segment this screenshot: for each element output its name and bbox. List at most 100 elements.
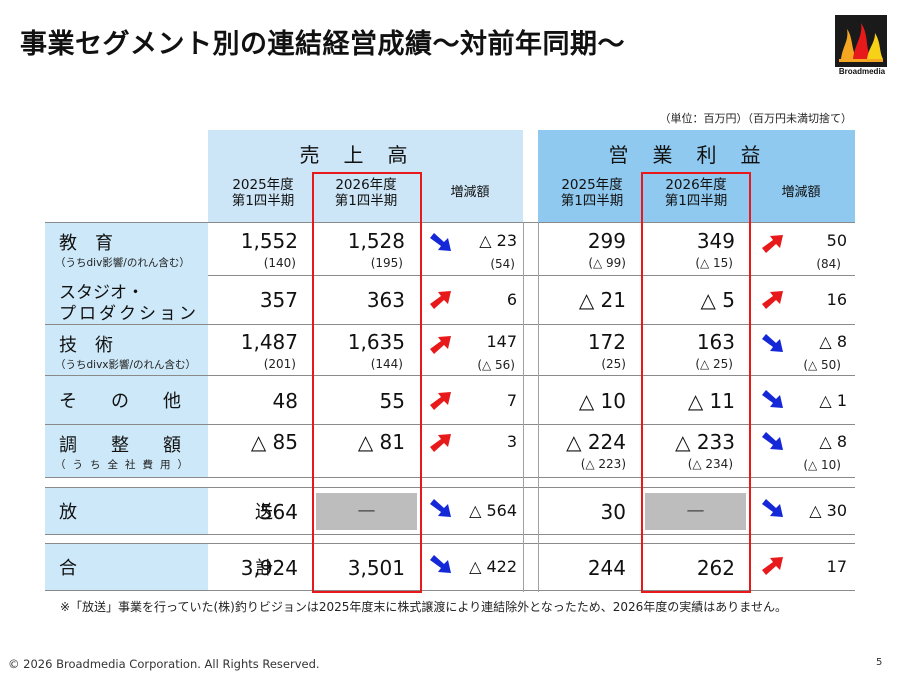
- up-arrow-icon: [762, 291, 783, 309]
- sales-diff-value: △ 422: [469, 557, 517, 576]
- row-label: その他: [45, 376, 208, 424]
- op-diff-value: 50: [826, 231, 847, 250]
- col-quarter: 第1四半期: [231, 193, 295, 209]
- op-curr-value: —: [686, 500, 705, 521]
- sales-curr-sub: (195): [370, 256, 403, 270]
- sales-prev-value: 3,924: [240, 556, 298, 580]
- sales-prev-value: 564: [259, 500, 298, 524]
- row-label: スタジオ・: [59, 283, 144, 303]
- op-curr-sub: (△ 15): [695, 256, 733, 270]
- op-curr-value: △ 11: [687, 389, 735, 413]
- op-header-title: 営業利益: [608, 143, 785, 167]
- sales-prev-value: △ 85: [250, 430, 298, 454]
- row-label-cell: 合 計: [45, 544, 273, 590]
- op-diff-col-head: 増減額: [781, 185, 821, 200]
- col-year: 2026年度: [335, 177, 397, 193]
- sales-prev-col-head: 2025年度 第1四半期: [213, 177, 313, 209]
- op-curr-sub: (△ 25): [695, 357, 733, 371]
- row-label-cell: 技 術 （うちdivx影響/のれん含む）: [45, 325, 208, 375]
- copyright: © 2026 Broadmedia Corporation. All Right…: [8, 657, 320, 671]
- op-diff-sub: (△ 50): [803, 358, 841, 372]
- op-prev-sub: (△ 223): [580, 457, 626, 471]
- op-curr-value: △ 233: [675, 430, 735, 454]
- op-curr-value: 262: [696, 556, 735, 580]
- empty-cell: [316, 493, 417, 530]
- sales-curr-value: 55: [379, 389, 405, 413]
- sales-curr-col-head: 2026年度 第1四半期: [316, 177, 416, 209]
- op-diff-sub: (84): [816, 257, 841, 271]
- sales-curr-value: 1,528: [347, 229, 405, 253]
- sales-prev-value: 357: [259, 288, 298, 312]
- down-arrow-icon: [430, 555, 451, 573]
- row-label-cell: その他: [45, 376, 208, 424]
- op-diff-value: △ 30: [809, 501, 847, 520]
- sales-diff-value: △ 23: [479, 231, 517, 250]
- op-header: 営業利益 2025年度 第1四半期 2026年度 第1四半期 増減額: [538, 130, 855, 222]
- op-prev-value: 244: [587, 556, 626, 580]
- sales-header: 売上高 2025年度 第1四半期 2026年度 第1四半期 増減額: [208, 130, 523, 222]
- sales-curr-value: 363: [366, 288, 405, 312]
- op-diff-value: 17: [826, 557, 847, 576]
- op-diff-value: 16: [826, 290, 847, 309]
- table-row-technology: 技 術 （うちdivx影響/のれん含む） 1,487 (201) 1,635 (…: [45, 325, 855, 376]
- row-label-line2: プロダクション: [59, 304, 199, 324]
- sales-prev-value: 48: [272, 389, 298, 413]
- row-label: 調整額: [59, 435, 215, 456]
- col-quarter: 第1四半期: [560, 193, 624, 209]
- up-arrow-icon: [430, 336, 451, 354]
- up-arrow-icon: [430, 434, 451, 452]
- footnote: ※「放送」事業を行っていた(株)釣りビジョンは2025年度末に株式譲渡により連結…: [60, 600, 787, 614]
- broadmedia-logo-icon: [835, 15, 887, 67]
- col-year: 2025年度: [232, 177, 294, 193]
- row-label-cell: 調整額 （うち全社費用）: [45, 425, 208, 477]
- row-label-cell: 放 送: [45, 488, 273, 534]
- table-row-other: その他 48 55 7 △ 10 △ 11 △ 1: [45, 376, 855, 425]
- row-label-text: その他: [59, 391, 215, 412]
- down-arrow-icon: [762, 499, 783, 517]
- up-arrow-icon: [762, 557, 783, 575]
- down-arrow-icon: [762, 432, 783, 450]
- up-arrow-icon: [430, 291, 451, 309]
- sales-curr-value: 1,635: [347, 330, 405, 354]
- op-prev-sub: (25): [601, 357, 626, 371]
- op-prev-value: 172: [587, 330, 626, 354]
- row-label: 教 育: [59, 233, 113, 254]
- sales-curr-value: 3,501: [347, 556, 405, 580]
- table-row-total: 合 計 3,924 3,501 △ 422 244 262 17: [45, 543, 855, 591]
- sales-curr-value: △ 81: [357, 430, 405, 454]
- table-row-studio: スタジオ・ プロダクション 357 363 6 △ 21 △ 5 16: [45, 275, 855, 325]
- op-prev-value: 30: [600, 500, 626, 524]
- op-diff-value: △ 1: [819, 391, 847, 410]
- down-arrow-icon: [762, 390, 783, 408]
- table-row-broadcast: 放 送 564 — △ 564 30 — △ 30: [45, 487, 855, 535]
- sales-prev-value: 1,487: [240, 330, 298, 354]
- column-divider: [538, 222, 539, 592]
- op-curr-sub: (△ 234): [687, 457, 733, 471]
- row-sublabel: （うちdiv影響/のれん含む）: [55, 257, 190, 269]
- empty-cell: [645, 493, 746, 530]
- page-number: 5: [876, 657, 883, 668]
- sales-diff-value: 147: [486, 332, 517, 351]
- op-prev-col-head: 2025年度 第1四半期: [542, 177, 642, 209]
- sales-diff-value: 6: [506, 290, 517, 309]
- row-label-cell: スタジオ・ プロダクション: [45, 275, 208, 324]
- op-prev-value: △ 10: [578, 389, 626, 413]
- down-arrow-icon: [762, 334, 783, 352]
- row-sublabel: （うちdivx影響/のれん含む）: [55, 359, 197, 371]
- page-title: 事業セグメント別の連結経営成績～対前年同期～: [20, 29, 625, 60]
- sales-diff-value: 3: [506, 432, 517, 451]
- op-diff-value: △ 8: [819, 332, 847, 351]
- table-row-adjustment: 調整額 （うち全社費用） △ 85 △ 81 3 △ 224 (△ 223) △…: [45, 425, 855, 478]
- down-arrow-icon: [430, 233, 451, 251]
- sales-diff-value: 7: [506, 391, 517, 410]
- row-label-cell: 教 育 （うちdiv影響/のれん含む）: [45, 223, 208, 275]
- sales-curr-value: —: [357, 500, 376, 521]
- sales-diff-value: △ 564: [469, 501, 517, 520]
- sales-diff-sub: (54): [490, 257, 515, 271]
- op-prev-value: 299: [587, 229, 626, 253]
- column-divider: [523, 222, 524, 592]
- sales-prev-value: 1,552: [240, 229, 298, 253]
- row-label-text: 放 送: [59, 502, 353, 523]
- table-row-education: 教 育 （うちdiv影響/のれん含む） 1,552 (140) 1,528 (1…: [45, 222, 855, 276]
- sales-prev-sub: (140): [263, 256, 296, 270]
